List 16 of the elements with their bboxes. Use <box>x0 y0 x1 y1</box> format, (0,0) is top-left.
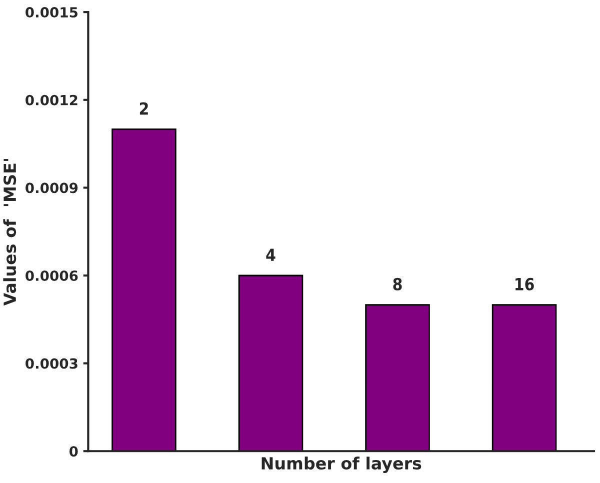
y-tick-label: 0 <box>69 446 78 457</box>
bar <box>365 304 430 452</box>
bar <box>492 304 557 452</box>
x-tick-label: 8 <box>393 278 402 290</box>
x-axis-title: Number of layers <box>262 456 422 473</box>
y-tick-label: 0.0009 <box>26 182 78 194</box>
x-tick-label: 2 <box>140 102 148 115</box>
bar <box>112 128 176 452</box>
y-tick-label: 0.0006 <box>26 270 78 281</box>
x-tick-label: 16 <box>516 278 534 290</box>
y-tick-label: 0.0015 <box>26 7 78 18</box>
x-tick-label: 4 <box>266 248 276 261</box>
y-tick-label: 0.0003 <box>26 358 78 369</box>
bar <box>238 274 304 452</box>
y-axis-title: Values of 'MSE' <box>3 159 16 306</box>
y-tick-label: 0.0012 <box>26 94 78 106</box>
